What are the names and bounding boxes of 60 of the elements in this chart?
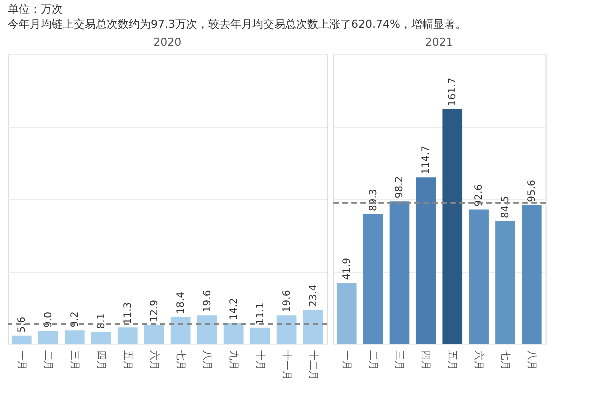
bar bbox=[197, 316, 218, 344]
data-label: 95.6 bbox=[526, 180, 538, 202]
data-label: 19.6 bbox=[282, 290, 293, 313]
bar bbox=[336, 283, 357, 344]
bar bbox=[390, 202, 410, 344]
x-tick-label: 三月 bbox=[68, 350, 80, 370]
x-tick-label: 一月 bbox=[340, 350, 352, 370]
data-label: 18.4 bbox=[176, 292, 187, 314]
x-tick-label: 一月 bbox=[16, 350, 27, 370]
x-tick-label: 十一月 bbox=[280, 350, 293, 380]
bar bbox=[118, 328, 138, 344]
x-tick-label: 三月 bbox=[394, 350, 405, 370]
data-label: 14.2 bbox=[228, 298, 240, 320]
bar bbox=[170, 317, 191, 344]
text: 今年月均链上交易总次数约为97.3万次，较去年月均交易总次数上涨了620.74%，增幅显著。 bbox=[8, 17, 468, 32]
x-tick-label: 七月 bbox=[499, 350, 512, 370]
data-label: 12.9 bbox=[149, 300, 160, 322]
bar bbox=[442, 110, 463, 344]
data-label: 19.6 bbox=[202, 290, 214, 313]
x-tick-label: 八月 bbox=[201, 350, 212, 370]
bar bbox=[303, 310, 324, 344]
bar bbox=[363, 214, 384, 344]
bar bbox=[469, 210, 489, 344]
bar bbox=[12, 336, 32, 344]
x-tick-label: 六月 bbox=[473, 350, 486, 370]
bar bbox=[64, 330, 85, 344]
x-tick-label: 七月 bbox=[174, 350, 187, 370]
x-tick-label: 十月 bbox=[254, 350, 266, 370]
bar bbox=[416, 178, 436, 344]
text: 单位：万次 bbox=[8, 2, 64, 17]
x-tick-label: 二月 bbox=[367, 350, 378, 370]
bar bbox=[144, 325, 164, 344]
x-tick-label: 二月 bbox=[42, 350, 54, 370]
bar bbox=[522, 205, 542, 344]
chart-title: 2021 bbox=[425, 36, 454, 49]
data-label: 23.4 bbox=[308, 284, 320, 308]
bar bbox=[224, 323, 244, 344]
data-label: 11.3 bbox=[122, 302, 134, 325]
bar bbox=[496, 221, 516, 344]
x-tick-label: 五月 bbox=[446, 350, 458, 370]
data-label: 5.6 bbox=[16, 316, 28, 333]
data-label: 98.2 bbox=[394, 176, 406, 199]
data-label: 114.7 bbox=[421, 146, 432, 175]
x-tick-label: 五月 bbox=[122, 350, 133, 370]
x-tick-label: 六月 bbox=[148, 350, 160, 370]
bar bbox=[38, 330, 58, 344]
data-label: 89.3 bbox=[368, 189, 380, 212]
x-tick-label: 九月 bbox=[228, 350, 240, 370]
x-tick-label: 十二月 bbox=[307, 350, 320, 380]
bar bbox=[250, 328, 270, 344]
x-tick-label: 四月 bbox=[95, 350, 106, 370]
data-label: 84.5 bbox=[500, 196, 512, 218]
chart-title: 2020 bbox=[154, 36, 182, 49]
bar bbox=[91, 332, 112, 344]
x-tick-label: 四月 bbox=[420, 350, 432, 370]
data-label: 161.7 bbox=[448, 78, 459, 107]
bar bbox=[276, 316, 297, 344]
data-label: 11.1 bbox=[255, 302, 266, 325]
data-label: 41.9 bbox=[342, 258, 353, 280]
x-tick-label: 八月 bbox=[526, 350, 537, 370]
